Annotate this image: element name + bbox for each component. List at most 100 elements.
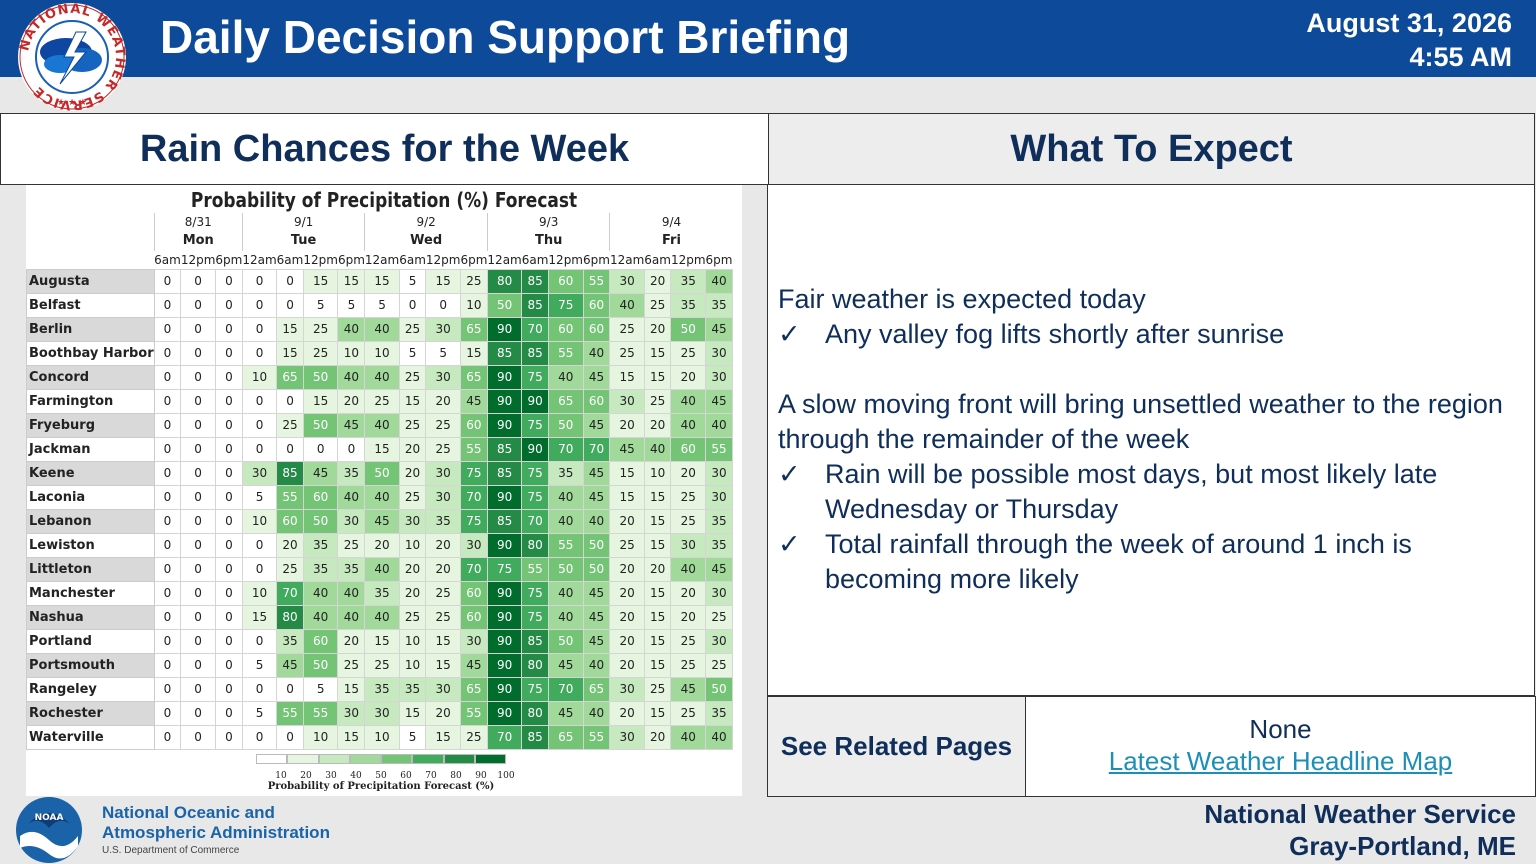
pop-cell: 40 <box>705 412 733 438</box>
pop-cell: 45 <box>582 604 611 630</box>
city-name: Littleton <box>26 556 155 582</box>
pop-cell: 40 <box>364 412 400 438</box>
pop-cell: 45 <box>547 652 584 678</box>
pop-cell: 15 <box>364 436 400 462</box>
pop-cell: 35 <box>425 508 461 534</box>
pop-cell: 50 <box>705 676 733 702</box>
pop-cell: 60 <box>670 436 707 462</box>
page-title: Daily Decision Support Briefing <box>160 11 851 63</box>
pop-cell: 35 <box>302 556 339 582</box>
pop-cell: 20 <box>609 580 645 606</box>
pop-cell: 70 <box>486 724 523 750</box>
pop-cell: 45 <box>459 388 488 414</box>
pop-cell: 40 <box>705 724 733 750</box>
pop-cell: 25 <box>398 484 427 510</box>
pop-cell: 10 <box>398 532 427 558</box>
pop-cell: 0 <box>241 268 278 294</box>
pop-cell: 20 <box>670 460 707 486</box>
pop-cell: 40 <box>547 580 584 606</box>
pop-cell: 55 <box>521 556 549 582</box>
pop-cell: 30 <box>425 316 461 342</box>
pop-cell: 0 <box>276 268 304 294</box>
pop-cell: 90 <box>521 436 549 462</box>
pop-cell: 0 <box>241 292 278 318</box>
period-label: 12am <box>364 252 400 267</box>
pop-cell: 20 <box>398 580 427 606</box>
pop-cell: 0 <box>153 628 182 654</box>
pop-cell: 25 <box>643 676 672 702</box>
pop-cell: 40 <box>705 268 733 294</box>
what-to-expect-heading: What To Expect <box>768 113 1535 185</box>
pop-cell: 80 <box>486 268 523 294</box>
pop-cell: 90 <box>486 604 523 630</box>
legend-swatch <box>412 754 444 764</box>
pop-cell: 60 <box>582 388 611 414</box>
pop-cell: 25 <box>398 364 427 390</box>
pop-cell: 25 <box>302 316 339 342</box>
pop-cell: 25 <box>337 532 366 558</box>
period-label: 12am <box>609 252 645 267</box>
pop-cell: 20 <box>276 532 304 558</box>
pop-cell: 45 <box>582 484 611 510</box>
pop-cell: 0 <box>241 316 278 342</box>
pop-cell: 40 <box>302 604 339 630</box>
pop-cell: 65 <box>547 724 584 750</box>
pop-cell: 30 <box>705 484 733 510</box>
pop-cell: 0 <box>214 724 243 750</box>
city-name: Fryeburg <box>26 412 155 438</box>
table-row: Nashua 0 0 0 15 80 40 40 40 25 25 60 90 75 40 45 20 15 20 2… <box>26 604 733 630</box>
pop-cell: 5 <box>398 724 427 750</box>
chart-title: Probability of Precipitation (%) Forecas… <box>190 188 578 212</box>
pop-cell: 20 <box>398 436 427 462</box>
pop-cell: 5 <box>241 700 278 726</box>
expect-bullet: ✓ Rain will be possible most days, but m… <box>778 457 1514 527</box>
legend-tick: 60 <box>400 771 412 781</box>
pop-cell: 0 <box>425 292 461 318</box>
pop-cell: 5 <box>241 652 278 678</box>
legend-tick: 100 <box>497 771 515 781</box>
pop-cell: 60 <box>302 484 339 510</box>
pop-cell: 25 <box>609 316 645 342</box>
legend-swatch <box>287 754 319 764</box>
pop-cell: 30 <box>459 532 488 558</box>
pop-cell: 30 <box>705 340 733 366</box>
pop-cell: 35 <box>705 532 733 558</box>
pop-cell: 80 <box>521 700 549 726</box>
pop-cell: 20 <box>425 700 461 726</box>
pop-cell: 40 <box>643 436 672 462</box>
pop-cell: 40 <box>670 388 707 414</box>
pop-cell: 0 <box>214 316 243 342</box>
pop-cell: 50 <box>582 556 611 582</box>
city-name: Boothbay Harbor <box>26 340 155 366</box>
pop-cell: 30 <box>425 460 461 486</box>
pop-cell: 90 <box>486 676 523 702</box>
pop-cell: 20 <box>643 724 672 750</box>
pop-cell: 15 <box>337 268 366 294</box>
pop-cell: 20 <box>364 532 400 558</box>
city-name: Nashua <box>26 604 155 630</box>
pop-cell: 25 <box>670 484 707 510</box>
pop-cell: 0 <box>180 580 216 606</box>
pop-cell: 0 <box>180 484 216 510</box>
pop-cell: 25 <box>276 556 304 582</box>
table-row: Laconia 0 0 0 5 55 60 40 40 25 30 70 90 75 40 45 15 15 25 3… <box>26 484 733 510</box>
pop-cell: 90 <box>521 388 549 414</box>
pop-cell: 0 <box>180 364 216 390</box>
pop-cell: 0 <box>180 508 216 534</box>
pop-cell: 15 <box>609 364 645 390</box>
pop-cell: 40 <box>547 484 584 510</box>
pop-cell: 15 <box>643 532 672 558</box>
legend-color-bar <box>256 754 506 764</box>
table-row: Portsmouth 0 0 0 5 45 50 25 25 10 15 45 90 80 45 40 20 15… <box>26 652 733 678</box>
pop-cell: 0 <box>180 604 216 630</box>
pop-cell: 30 <box>609 724 645 750</box>
pop-cell: 40 <box>364 556 400 582</box>
weather-headline-map-link[interactable]: Latest Weather Headline Map <box>1108 746 1453 776</box>
pop-cell: 5 <box>337 292 366 318</box>
pop-cell: 30 <box>705 364 733 390</box>
city-name: Jackman <box>26 436 155 462</box>
pop-cell: 0 <box>153 676 182 702</box>
checkmark-icon: ✓ <box>778 529 801 559</box>
city-name: Portsmouth <box>26 652 155 678</box>
pop-cell: 0 <box>276 292 304 318</box>
